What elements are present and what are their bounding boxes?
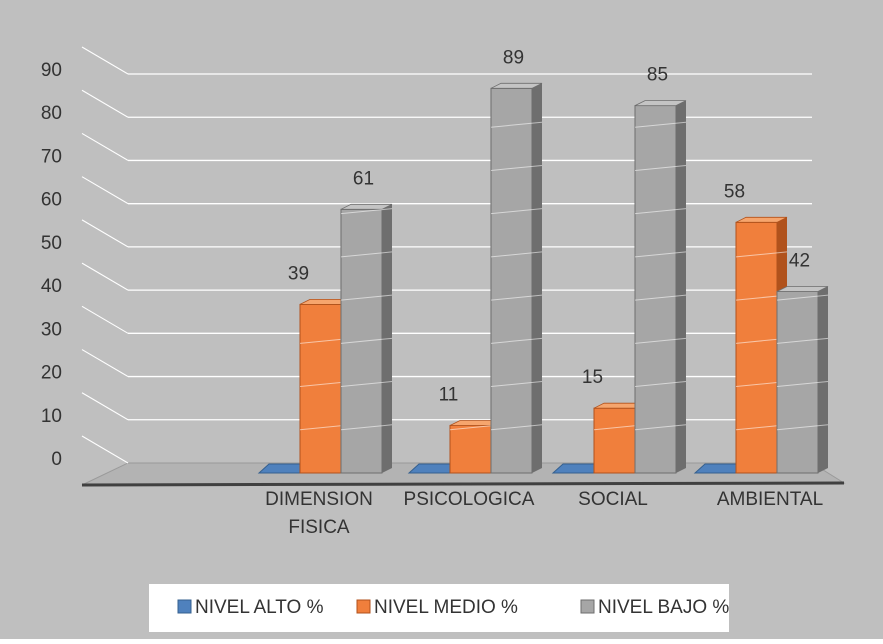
y-tick-label: 60	[41, 190, 62, 211]
legend-label: NIVEL ALTO %	[195, 597, 324, 618]
bar-gridline	[490, 381, 543, 388]
bar	[735, 216, 788, 474]
side-gridline	[81, 46, 129, 75]
side-gridline	[81, 219, 129, 248]
bar-top	[776, 286, 829, 292]
bar-gridline	[340, 208, 393, 215]
data-label: 89	[503, 47, 524, 68]
bar-top	[634, 100, 687, 106]
bar-gridline	[634, 381, 687, 388]
bar-side	[532, 83, 542, 474]
gridlines	[81, 46, 812, 464]
data-label: 61	[353, 168, 374, 189]
legend-label: NIVEL BAJO %	[598, 597, 729, 618]
side-gridline	[81, 305, 129, 334]
side-gridline	[81, 132, 129, 161]
bar-gridline	[634, 121, 687, 128]
data-label: 39	[288, 263, 309, 284]
side-gridline	[81, 89, 129, 118]
legend-item: NIVEL MEDIO %	[356, 597, 518, 618]
y-tick-label: 50	[41, 233, 62, 254]
bar	[634, 100, 687, 474]
bar-front	[490, 87, 533, 474]
side-gridline	[81, 262, 129, 291]
x-tick-label: AMBIENTAL	[717, 489, 823, 510]
bar-front	[634, 105, 677, 474]
bar-gridline	[490, 424, 543, 431]
bar-front	[299, 303, 342, 474]
bar-gridline	[776, 381, 829, 388]
legend-label: NIVEL MEDIO %	[374, 597, 518, 618]
side-gridline	[81, 392, 129, 421]
x-tick-label: DIMENSION	[265, 489, 373, 510]
legend: NIVEL ALTO % NIVEL MEDIO % NIVEL BAJO %	[149, 584, 729, 632]
side-gridline	[81, 435, 129, 464]
bar-side	[818, 286, 828, 473]
x-tick-label: PSICOLOGICA	[404, 489, 535, 510]
side-gridline	[81, 349, 129, 378]
bar-gridline	[340, 424, 393, 431]
bar-gridline	[490, 164, 543, 171]
x-tick-label: FISICA	[288, 517, 350, 538]
bar-front	[735, 221, 778, 474]
bar-side	[676, 100, 686, 473]
y-axis-ticks: 0 10 20 30 40 50 60 70 80 90	[41, 60, 62, 470]
legend-swatch	[177, 599, 192, 614]
bar-gridline	[490, 121, 543, 128]
y-tick-label: 0	[51, 449, 62, 470]
bar-front	[776, 290, 819, 474]
bar-gridline	[490, 251, 543, 258]
bar-gridline	[340, 337, 393, 344]
legend-item: NIVEL ALTO %	[177, 597, 324, 618]
data-label: 11	[439, 384, 459, 405]
bar	[490, 82, 543, 474]
bar-top	[735, 216, 788, 223]
bar-gridline	[776, 337, 829, 344]
bar-gridline	[634, 208, 687, 215]
bars	[257, 82, 829, 474]
legend-box	[149, 584, 729, 632]
x-tick-label: SOCIAL	[578, 489, 648, 510]
bar-gridline	[634, 251, 687, 258]
data-label: 58	[724, 181, 745, 202]
bar-front	[593, 407, 636, 474]
y-tick-label: 40	[41, 276, 62, 297]
y-tick-label: 90	[41, 60, 62, 81]
bar-gridline	[490, 337, 543, 344]
data-label: 15	[582, 367, 603, 388]
y-tick-label: 20	[41, 363, 62, 384]
bar-gridline	[634, 337, 687, 344]
bar-gridline	[340, 381, 393, 388]
y-tick-label: 70	[41, 146, 62, 167]
data-label: 42	[789, 250, 810, 271]
bar-gridline	[340, 294, 393, 301]
bar-gridline	[634, 164, 687, 171]
bar-top	[490, 82, 543, 89]
bar-gridline	[634, 424, 687, 431]
legend-swatch	[356, 599, 371, 614]
bar-gridline	[490, 208, 543, 215]
y-tick-label: 10	[41, 406, 62, 427]
legend-swatch	[580, 599, 595, 614]
y-tick-label: 30	[41, 319, 62, 340]
bar-gridline	[340, 251, 393, 258]
bar-gridline	[776, 424, 829, 431]
y-tick-label: 80	[41, 103, 62, 124]
bar-gridline	[634, 294, 687, 301]
bar	[340, 203, 393, 474]
legend-item: NIVEL BAJO %	[580, 597, 729, 618]
bar-front	[449, 424, 492, 474]
data-label: 85	[647, 65, 668, 86]
x-axis-ticks: DIMENSION FISICA PSICOLOGICA SOCIAL AMBIENTA…	[265, 489, 823, 538]
side-gridline	[81, 176, 129, 205]
x-axis-line	[81, 481, 845, 487]
bar	[776, 286, 829, 474]
bar-gridline	[776, 294, 829, 301]
data-labels: 39 61 11 89 15 85 58 42	[288, 47, 810, 405]
bar-gridline	[735, 251, 788, 258]
bar-gridline	[490, 294, 543, 301]
bar-top	[340, 203, 393, 210]
